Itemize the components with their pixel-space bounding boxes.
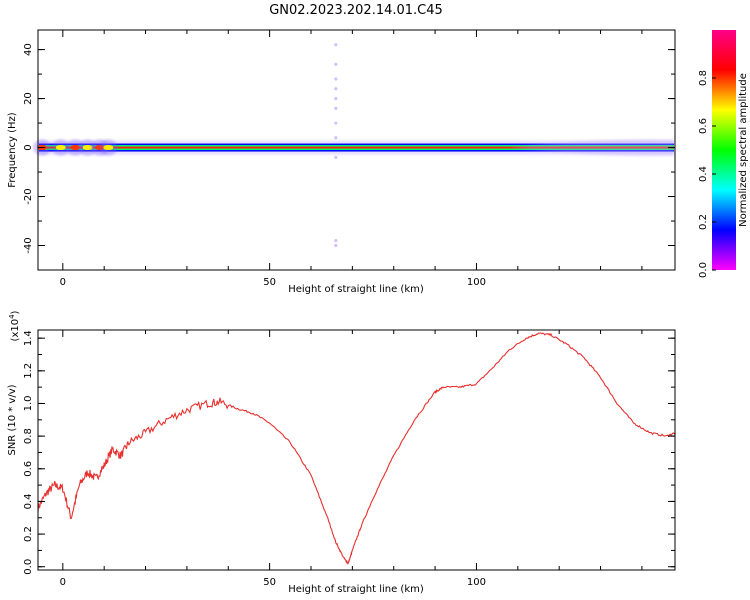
- spectral-speck: [334, 121, 338, 125]
- snr-y-scale-suffix: ): [10, 310, 21, 314]
- y-tick-label: 0.4: [23, 493, 34, 509]
- snr-y-axis-label: SNR (10 * v/v): [7, 384, 18, 455]
- snr-series-line: [37, 332, 676, 565]
- spectrogram-panel: 0 50 100 -40 -20 0 20 40 Height of straight li…: [7, 29, 676, 295]
- y-tick-label: 0.6: [23, 461, 34, 477]
- spectral-speck: [334, 87, 338, 91]
- spectral-speck: [334, 243, 338, 248]
- band-blob-core: [55, 145, 66, 151]
- y-tick-label: 40: [23, 43, 34, 56]
- snr-background: [38, 330, 675, 570]
- spectral-speck: [334, 43, 338, 47]
- snr-panel: 0 50 100 0.0 0.2 0.4 0.6 0.8 1.0 1.2 1.4 Height o…: [7, 310, 676, 595]
- colorbar-tick-label: 0.2: [698, 214, 709, 230]
- y-tick-label: -20: [23, 188, 34, 204]
- x-tick-label: 100: [467, 577, 486, 588]
- colorbar: 0.0 0.2 0.4 0.6 0.8 Normalized spectral ampl…: [698, 30, 749, 278]
- spectral-speck: [334, 239, 338, 243]
- spectrogram-x-axis-label: Height of straight line (km): [288, 284, 424, 295]
- colorbar-ticks: 0.0 0.2 0.4 0.6 0.8: [698, 70, 716, 278]
- spectral-speck: [334, 106, 338, 110]
- x-tick-label: 100: [467, 277, 486, 288]
- y-tick-label: 0: [23, 144, 34, 150]
- snr-y-scale-prefix: (x10: [10, 319, 21, 342]
- y-tick-label: 1.0: [23, 396, 34, 412]
- snr-x-ticks: 0 50 100: [60, 330, 643, 588]
- y-tick-label: 0.2: [23, 526, 34, 542]
- colorbar-tick-label: 0.4: [698, 166, 709, 182]
- y-tick-label: -40: [23, 237, 34, 253]
- colorbar-tick-label: 0.8: [698, 70, 709, 86]
- chart-title: GN02.2023.202.14.01.C45: [269, 3, 443, 18]
- band-blob-core: [103, 145, 114, 151]
- band-core: [39, 146, 674, 149]
- x-tick-label: 50: [263, 277, 276, 288]
- spectral-speck: [334, 96, 338, 101]
- snr-y-scale-exponent: 4: [8, 314, 16, 319]
- snr-y-scale-factor: (x104): [8, 310, 21, 341]
- y-tick-label: 20: [23, 92, 34, 105]
- x-tick-label: 0: [60, 277, 66, 288]
- band-broadening: [509, 139, 674, 156]
- spectral-speck: [334, 155, 338, 159]
- colorbar-tick-label: 0.0: [698, 262, 709, 278]
- spectrogram-y-ticks: -40 -20 0 20 40: [23, 43, 675, 271]
- spectral-speck: [334, 77, 338, 81]
- snr-y-ticks: 0.0 0.2 0.4 0.6 0.8 1.0 1.2 1.4: [23, 330, 675, 575]
- y-tick-label: 0.0: [23, 559, 34, 575]
- colorbar-label: Normalized spectral amplitude: [738, 73, 749, 227]
- spectral-speck: [334, 136, 338, 140]
- spectral-speck: [334, 62, 338, 66]
- y-tick-label: 1.4: [23, 330, 34, 346]
- band-blob-core: [70, 145, 81, 151]
- colorbar-tick-label: 0.6: [698, 118, 709, 134]
- spectrogram-y-axis-label: Frequency (Hz): [7, 112, 18, 188]
- x-tick-label: 0: [60, 577, 66, 588]
- band-blob-core: [82, 145, 93, 151]
- x-tick-label: 50: [263, 577, 276, 588]
- spectral-band: [33, 43, 674, 248]
- y-tick-label: 0.8: [23, 428, 34, 444]
- snr-x-axis-label: Height of straight line (km): [288, 584, 424, 595]
- y-tick-label: 1.2: [23, 363, 34, 379]
- spectrogram-frame: [37, 29, 676, 271]
- snr-frame: [37, 329, 676, 571]
- spectrogram-x-ticks: 0 50 100: [60, 30, 643, 288]
- colorbar-gradient: [712, 30, 736, 270]
